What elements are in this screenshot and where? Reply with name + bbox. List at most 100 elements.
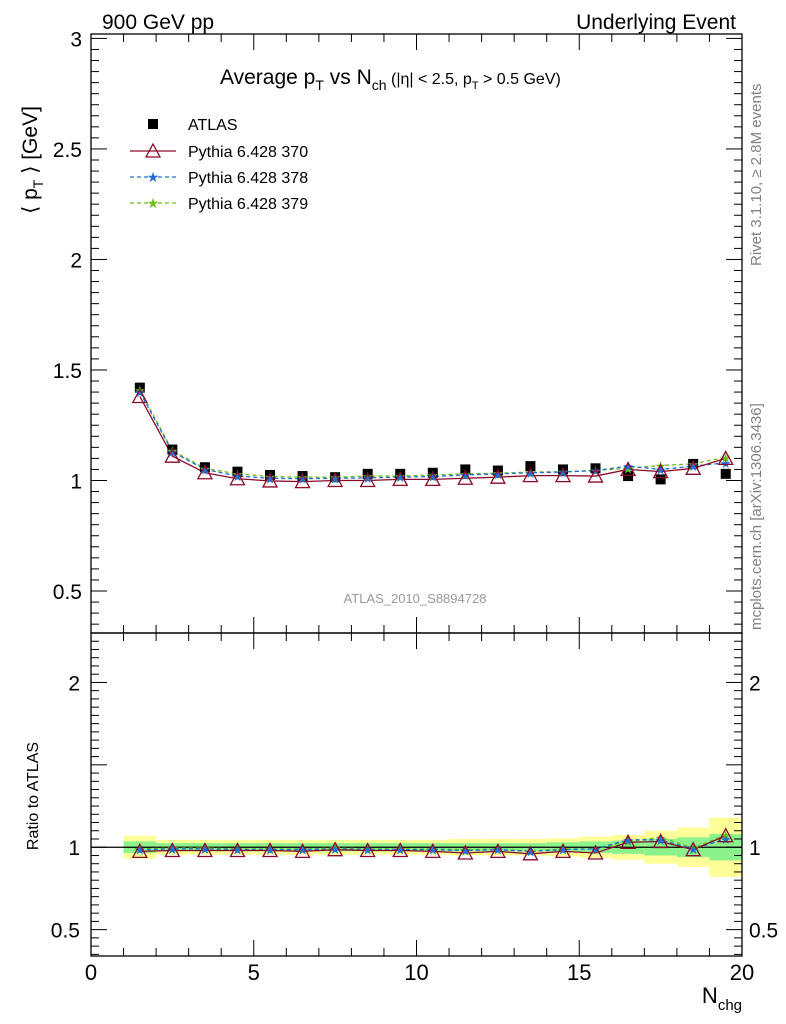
- ratio-point-star-1: ★: [362, 843, 374, 858]
- main-point-triangle: [685, 459, 702, 475]
- ratio-point-star-1: ★: [687, 842, 699, 857]
- ratio-point-star-2: ★: [459, 843, 471, 858]
- main-point-atlas: [395, 468, 406, 479]
- ratio-panel-frame: [90, 632, 743, 957]
- main-point-star-2: ★: [362, 471, 374, 486]
- main-point-atlas: [297, 471, 308, 482]
- ratio-point-triangle: [261, 842, 279, 858]
- ratio-point-star-2: ★: [362, 842, 374, 857]
- main-point-star-2: ★: [264, 471, 276, 486]
- legend-label-p370: Pythia 6.428 370: [188, 144, 308, 161]
- main-y-tick-label: 1: [70, 470, 82, 493]
- main-point-triangle: [392, 471, 409, 487]
- ratio-point-star-1: ★: [297, 843, 309, 858]
- rivet-label: Rivet 3.1.10, ≥ 2.8M events: [748, 84, 765, 267]
- main-point-triangle: [522, 467, 539, 483]
- plot-title-vs: vs N: [324, 66, 372, 89]
- ratio-series: ★ ★ ★ ★ ★ ★ ★ ★ ★ ★ ★ ★ ★ ★ ★ ★ ★★★★ ★ ★ ★ ★ ★ ★ ★ ★ ★ ★ ★ ★ ★ ★★ ★★★: [131, 827, 734, 861]
- legend-label-p379: Pythia 6.428 379: [188, 196, 308, 213]
- ratio-point-star-2: ★: [590, 842, 602, 857]
- main-point-star-2: ★: [134, 385, 146, 400]
- main-point-star-2: ★: [492, 467, 504, 482]
- main-point-star-2: ★: [427, 470, 439, 485]
- main-point-triangle: [587, 467, 604, 483]
- ratio-point-triangle: [229, 842, 246, 858]
- legend-label-p378: Pythia 6.428 378: [188, 170, 308, 187]
- x-tick-label: 0: [85, 960, 97, 985]
- x-axis-label-a: N: [702, 983, 718, 1008]
- main-y-tick-label: 2.5: [53, 139, 82, 162]
- ratio-point-star-2: ★: [622, 834, 634, 849]
- main-point-star-3: ★: [687, 457, 699, 472]
- ratio-point-star-2: ★: [427, 842, 439, 857]
- main-point-star-2: ★: [167, 445, 179, 460]
- main-point-star-3: ★: [590, 464, 602, 479]
- main-point-triangle: [164, 447, 181, 463]
- legend-marker-p370: [144, 142, 162, 158]
- ratio-point-triangle: [717, 827, 734, 843]
- ratio-y-tick-label-right: 1: [749, 837, 761, 860]
- ratio-point-star-2: ★: [167, 841, 179, 856]
- header-right: Underlying Event: [576, 11, 736, 34]
- main-point-star-2: ★: [557, 465, 569, 480]
- ratio-point-triangle: [164, 842, 181, 858]
- main-point-triangle: [457, 469, 474, 485]
- ratio-point-star-2: ★: [525, 844, 537, 859]
- main-point-star-3: ★: [297, 470, 309, 485]
- ratio-point-triangle: [392, 842, 409, 858]
- ratio-point-triangle: [359, 842, 376, 858]
- main-point-star-2: ★: [329, 471, 341, 486]
- main-point-triangle: [619, 461, 637, 477]
- ratio-point-star-1: ★: [525, 844, 537, 859]
- ratio-point-triangle: [424, 842, 441, 859]
- main-point-triangle: [554, 467, 572, 483]
- ratio-point-triangle: [327, 841, 344, 857]
- main-y-tick-label: 3: [70, 28, 82, 51]
- ratio-y-tick-label: 2: [68, 672, 80, 695]
- main-axes: 0.5 1 1.5 2 2.5 3: [53, 28, 743, 633]
- x-tick-label: 5: [248, 960, 260, 985]
- ratio-point-star-2: ★: [492, 842, 504, 857]
- main-point-star-2: ★: [394, 470, 406, 485]
- main-point-star-3: ★: [362, 469, 374, 484]
- ratio-point-star-1: ★: [427, 843, 439, 858]
- ratio-point-star-2: ★: [720, 828, 732, 843]
- main-point-star-3: ★: [264, 470, 276, 485]
- plot-title: Average pT vs Nch (|η| < 2.5, pT > 0.5 G…: [220, 66, 561, 93]
- ratio-line-series-0: [139, 835, 726, 855]
- ratio-point-star-1: ★: [459, 844, 471, 859]
- main-line-series-2: [139, 391, 726, 480]
- main-point-star-3: ★: [557, 465, 569, 480]
- ratio-point-star-2: ★: [297, 842, 309, 857]
- ratio-point-star-1: ★: [622, 833, 634, 848]
- main-point-triangle: [489, 468, 506, 484]
- ratio-point-star-1: ★: [264, 843, 276, 858]
- ratio-point-star-1: ★: [655, 833, 667, 848]
- main-y-label-a: ⟨ p: [19, 188, 42, 214]
- ratio-point-star-2: ★: [134, 842, 146, 857]
- main-point-star-3: ★: [525, 465, 537, 480]
- main-line-series-3: [139, 389, 726, 478]
- main-y-tick-label: 0.5: [53, 581, 82, 604]
- legend-label-atlas: ATLAS: [188, 117, 238, 134]
- main-point-star-2: ★: [655, 462, 667, 477]
- x-axis-label: Nchg: [702, 983, 742, 1014]
- main-point-triangle: [424, 471, 441, 487]
- main-point-atlas: [199, 462, 210, 473]
- ratio-point-star-1: ★: [590, 842, 602, 857]
- ratio-point-triangle: [131, 842, 148, 859]
- main-point-triangle: [652, 463, 669, 479]
- main-point-star-3: ★: [199, 461, 211, 476]
- main-point-star-2: ★: [590, 464, 602, 479]
- plot-title-sub2: ch: [372, 77, 387, 93]
- ratio-point-star-2: ★: [687, 841, 699, 856]
- main-point-atlas: [688, 458, 699, 469]
- main-point-atlas: [655, 474, 666, 485]
- ratio-y-label: Ratio to ATLAS: [25, 742, 42, 850]
- plot-title-sub1: T: [315, 77, 324, 93]
- main-point-star-3: ★: [427, 468, 439, 483]
- ratio-point-star-2: ★: [394, 842, 406, 857]
- main-series: ★★★ ★ ★ ★ ★ ★ ★ ★ ★ ★ ★ ★ ★ ★ ★ ★ ★★★★ ★ ★ ★ ★ ★ ★ ★ ★ ★ ★ ★ ★ ★ ★ ★ ★: [131, 382, 734, 489]
- main-y-tick-label: 1.5: [53, 360, 82, 383]
- main-point-triangle: [327, 472, 344, 488]
